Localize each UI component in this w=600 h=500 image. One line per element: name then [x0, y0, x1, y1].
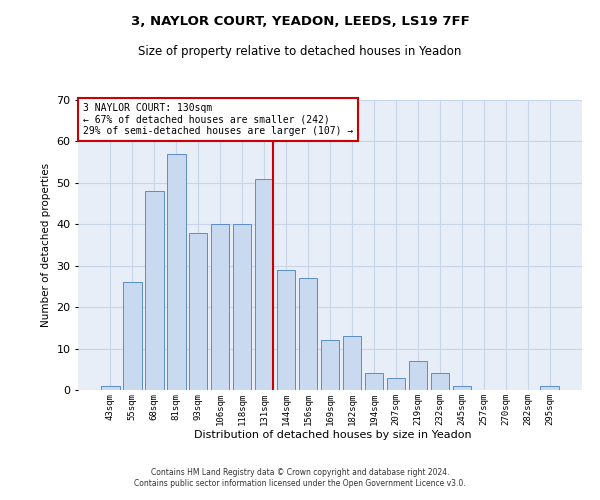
Bar [211, 224, 229, 390]
Text: 3 NAYLOR COURT: 130sqm
← 67% of detached houses are smaller (242)
29% of semi-de: 3 NAYLOR COURT: 130sqm ← 67% of detached… [83, 103, 353, 136]
Bar [431, 374, 449, 390]
Bar [320, 340, 340, 390]
Bar [255, 178, 274, 390]
Bar [167, 154, 185, 390]
Bar [365, 374, 383, 390]
Text: 3, NAYLOR COURT, YEADON, LEEDS, LS19 7FF: 3, NAYLOR COURT, YEADON, LEEDS, LS19 7FF [131, 15, 469, 28]
Bar [541, 386, 559, 390]
Bar [452, 386, 471, 390]
Bar [386, 378, 405, 390]
Text: Distribution of detached houses by size in Yeadon: Distribution of detached houses by size … [194, 430, 472, 440]
Bar [299, 278, 317, 390]
Bar [123, 282, 142, 390]
Bar [277, 270, 295, 390]
Text: Size of property relative to detached houses in Yeadon: Size of property relative to detached ho… [139, 45, 461, 58]
Text: Contains HM Land Registry data © Crown copyright and database right 2024.
Contai: Contains HM Land Registry data © Crown c… [134, 468, 466, 487]
Bar [343, 336, 361, 390]
Bar [233, 224, 251, 390]
Bar [145, 191, 164, 390]
Y-axis label: Number of detached properties: Number of detached properties [41, 163, 50, 327]
Bar [189, 232, 208, 390]
Bar [101, 386, 119, 390]
Bar [409, 361, 427, 390]
